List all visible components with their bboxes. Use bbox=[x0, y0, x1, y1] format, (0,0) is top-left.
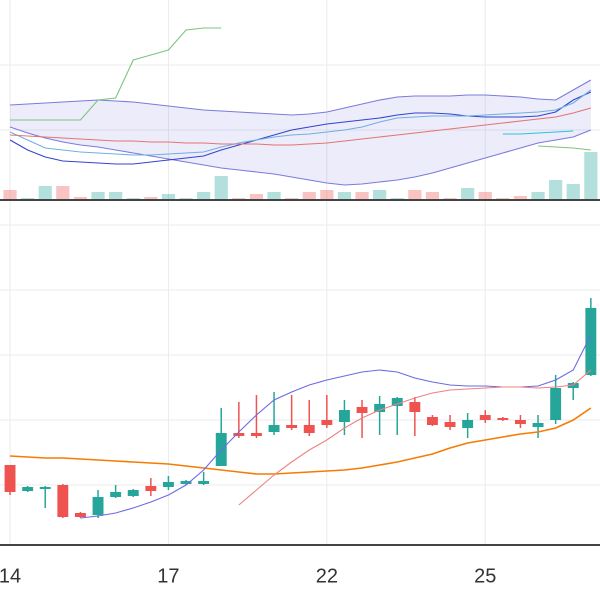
volume-bar bbox=[109, 192, 123, 200]
volume-bar bbox=[197, 192, 211, 200]
volume-bar bbox=[161, 194, 176, 200]
x-tick-label: 22 bbox=[316, 565, 338, 587]
candle-body bbox=[532, 423, 544, 427]
volume-bar bbox=[249, 194, 264, 200]
indicator-line bbox=[10, 79, 592, 116]
volume-bar bbox=[373, 190, 387, 200]
indicator-line bbox=[538, 145, 591, 151]
volume-bar bbox=[91, 192, 105, 200]
candle-body bbox=[479, 415, 491, 420]
candle-body bbox=[303, 425, 315, 433]
indicator-line bbox=[502, 130, 574, 135]
candle-body bbox=[268, 425, 280, 432]
candle-body bbox=[585, 308, 597, 375]
candle-body bbox=[286, 425, 298, 428]
indicator-line bbox=[9, 126, 592, 186]
candle-body bbox=[250, 433, 262, 436]
indicator-line bbox=[10, 27, 222, 121]
volume-bar bbox=[267, 192, 281, 200]
volume-bar bbox=[478, 192, 492, 200]
candle-body bbox=[4, 465, 16, 492]
volume-bar bbox=[566, 184, 580, 200]
candle-body bbox=[127, 490, 139, 496]
band-fill bbox=[10, 80, 591, 185]
candle-body bbox=[22, 487, 34, 491]
candle-body bbox=[57, 485, 69, 517]
x-tick-label: 25 bbox=[474, 565, 496, 587]
candle-body bbox=[110, 492, 122, 497]
indicator-line bbox=[238, 369, 592, 506]
candle-body bbox=[374, 404, 386, 412]
candle-body bbox=[514, 420, 526, 424]
candle-body bbox=[74, 513, 86, 517]
candle-body bbox=[321, 420, 333, 425]
candle-body bbox=[409, 402, 421, 412]
x-tick-label: 17 bbox=[157, 565, 179, 587]
volume-bar bbox=[3, 190, 17, 200]
volume-bar bbox=[320, 190, 334, 200]
candle-body bbox=[426, 417, 438, 425]
candle-body bbox=[39, 487, 51, 489]
volume-bar bbox=[355, 192, 369, 200]
candle-body bbox=[180, 481, 192, 484]
volume-bar bbox=[584, 152, 598, 200]
candle-body bbox=[92, 497, 104, 515]
candle-body bbox=[444, 422, 456, 427]
candle-body bbox=[233, 433, 245, 436]
indicator-line bbox=[9, 91, 592, 165]
volume-bar bbox=[302, 192, 316, 200]
candle-body bbox=[391, 398, 403, 406]
candle-body bbox=[462, 420, 474, 428]
volume-bar bbox=[531, 192, 545, 200]
indicator-line bbox=[10, 107, 591, 146]
volume-bar bbox=[214, 176, 228, 200]
indicator-line bbox=[9, 89, 592, 156]
x-tick-label: 14 bbox=[0, 565, 21, 587]
volume-bar bbox=[461, 188, 475, 200]
volume-bar bbox=[425, 192, 440, 200]
candle-body bbox=[497, 418, 509, 420]
candle-body bbox=[162, 482, 174, 487]
candle-body bbox=[145, 486, 157, 491]
candle-body bbox=[198, 481, 210, 484]
candle-body bbox=[338, 410, 350, 422]
candle-body bbox=[356, 407, 368, 413]
indicator-line bbox=[80, 334, 592, 519]
volume-bar bbox=[144, 197, 158, 200]
volume-bar bbox=[73, 197, 88, 200]
volume-bar bbox=[38, 186, 52, 200]
indicator-line bbox=[9, 407, 592, 475]
volume-bar bbox=[549, 180, 563, 200]
volume-bar bbox=[337, 192, 352, 200]
volume-bar bbox=[408, 190, 422, 200]
candle-body bbox=[550, 388, 562, 420]
volume-bar bbox=[513, 196, 528, 200]
volume-bar bbox=[56, 186, 70, 200]
